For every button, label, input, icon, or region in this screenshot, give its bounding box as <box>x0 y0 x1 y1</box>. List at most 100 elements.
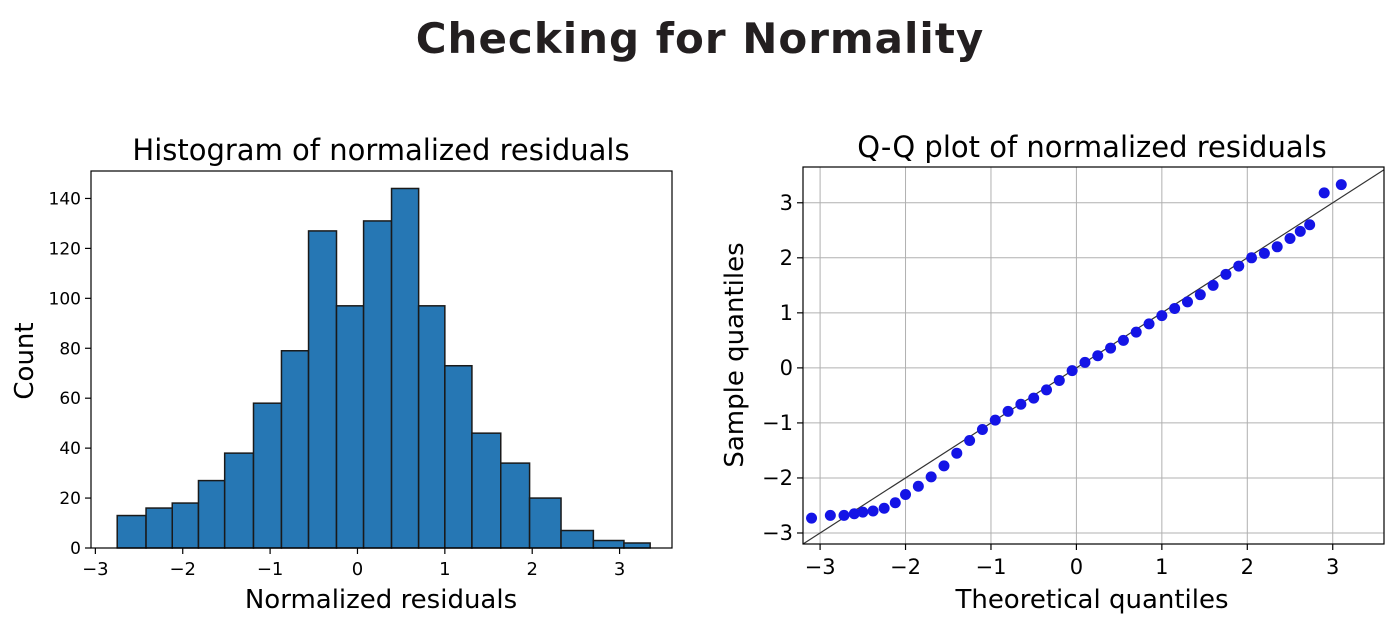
qq-point <box>1271 241 1283 253</box>
qq-point <box>1304 219 1316 231</box>
qq-point <box>1318 187 1330 199</box>
qq-point <box>1143 318 1155 330</box>
qq-point <box>1194 289 1206 301</box>
hist-xtick-label: 1 <box>439 559 450 580</box>
hist-bar <box>417 305 446 549</box>
qq-ytick-label: 2 <box>780 246 793 270</box>
qq-xtick-label: 2 <box>1241 555 1254 579</box>
hist-bar <box>223 452 255 549</box>
qq-point <box>1169 302 1181 314</box>
hist-xtick-label: 0 <box>352 559 363 580</box>
qq-point <box>1156 310 1168 322</box>
hist-bars <box>116 187 651 549</box>
qq-point <box>1002 405 1014 417</box>
qq-ylabel: Sample quantiles <box>720 242 750 467</box>
qq-plot-chart: Q-Q plot of normalized residuals Theoret… <box>720 130 1385 615</box>
qq-point <box>938 460 950 472</box>
hist-ytick-label: 0 <box>70 539 81 559</box>
qq-ytick-label: −3 <box>762 521 793 545</box>
qq-point <box>867 505 879 517</box>
hist-bar <box>280 350 310 549</box>
hist-bar <box>362 220 393 549</box>
figure-suptitle: Checking for Normality <box>415 14 985 63</box>
hist-xtick-label: −3 <box>82 559 109 580</box>
hist-xlabel: Normalized residuals <box>245 585 517 615</box>
hist-bar <box>471 432 502 549</box>
qq-ytick-label: 1 <box>780 301 793 325</box>
hist-bar <box>171 502 200 549</box>
qq-plot-frame <box>802 166 1385 545</box>
qq-point <box>878 502 890 514</box>
hist-ytick-label: 60 <box>59 389 81 409</box>
hist-title: Histogram of normalized residuals <box>132 133 629 167</box>
hist-bar <box>528 497 562 549</box>
qq-xtick-label: 0 <box>1070 555 1083 579</box>
qq-point <box>1181 296 1193 308</box>
qq-point <box>1117 334 1129 346</box>
hist-ytick-label: 120 <box>49 239 81 259</box>
qq-ticks: −3 −2 −1 0 1 2 3 −3 −2 −1 0 1 2 3 <box>762 191 1339 579</box>
hist-ticks: −3 −2 −1 0 1 2 3 0 20 40 60 80 100 120 140 <box>49 189 626 580</box>
qq-ytick-label: 0 <box>780 356 793 380</box>
qq-point <box>951 447 963 459</box>
qq-point <box>976 424 988 436</box>
qq-points <box>806 179 1347 524</box>
hist-bar <box>444 364 473 549</box>
qq-xtick-label: −2 <box>890 555 921 579</box>
qq-point <box>1130 326 1142 338</box>
qq-point <box>1066 365 1078 377</box>
qq-point <box>964 435 976 447</box>
qq-point <box>848 508 860 520</box>
qq-point <box>1207 279 1219 291</box>
hist-bar <box>592 539 625 549</box>
qq-point <box>889 497 901 509</box>
hist-bar <box>197 479 226 549</box>
qq-point <box>1079 356 1091 368</box>
qq-point <box>1233 260 1245 272</box>
qq-point <box>857 506 869 518</box>
qq-xtick-label: −3 <box>805 555 836 579</box>
qq-point <box>989 414 1001 426</box>
qq-point <box>1284 233 1296 245</box>
qq-point <box>1015 398 1027 410</box>
qq-point <box>1053 375 1065 387</box>
hist-xtick-label: 3 <box>614 559 625 580</box>
hist-bar <box>623 542 651 549</box>
hist-xtick-label: −1 <box>257 559 284 580</box>
hist-bar <box>307 230 338 549</box>
qq-point <box>1246 252 1258 264</box>
hist-xtick-label: −2 <box>169 559 196 580</box>
qq-point <box>912 480 924 492</box>
qq-ytick-label: −1 <box>762 411 793 435</box>
qq-xtick-label: 1 <box>1155 555 1168 579</box>
qq-point <box>1335 179 1347 191</box>
qq-xtick-label: −1 <box>975 555 1006 579</box>
hist-plot-frame <box>90 170 673 549</box>
qq-xtick-label: 3 <box>1326 555 1339 579</box>
qq-ytick-label: −2 <box>762 466 793 490</box>
qq-point <box>1105 342 1117 354</box>
qq-point <box>1258 247 1270 259</box>
qq-point <box>1028 392 1040 404</box>
qq-point <box>1092 350 1104 362</box>
histogram-chart: Histogram of normalized residuals Normal… <box>10 133 673 615</box>
hist-bar <box>560 529 595 549</box>
hist-xtick-label: 2 <box>526 559 537 580</box>
hist-ytick-label: 40 <box>59 439 81 459</box>
hist-bar <box>390 187 420 549</box>
qq-point <box>824 509 836 521</box>
qq-ytick-label: 3 <box>780 191 793 215</box>
hist-bar <box>116 514 147 549</box>
qq-xlabel: Theoretical quantiles <box>954 585 1228 615</box>
hist-ytick-label: 100 <box>49 289 81 309</box>
hist-bar <box>252 402 283 549</box>
hist-ytick-label: 80 <box>59 339 81 359</box>
qq-point <box>1041 384 1053 396</box>
hist-bar <box>335 305 365 549</box>
qq-title: Q-Q plot of normalized residuals <box>857 130 1327 164</box>
qq-point <box>900 488 912 500</box>
qq-point <box>1220 268 1232 280</box>
qq-point <box>925 471 937 483</box>
hist-ytick-label: 140 <box>49 189 81 209</box>
